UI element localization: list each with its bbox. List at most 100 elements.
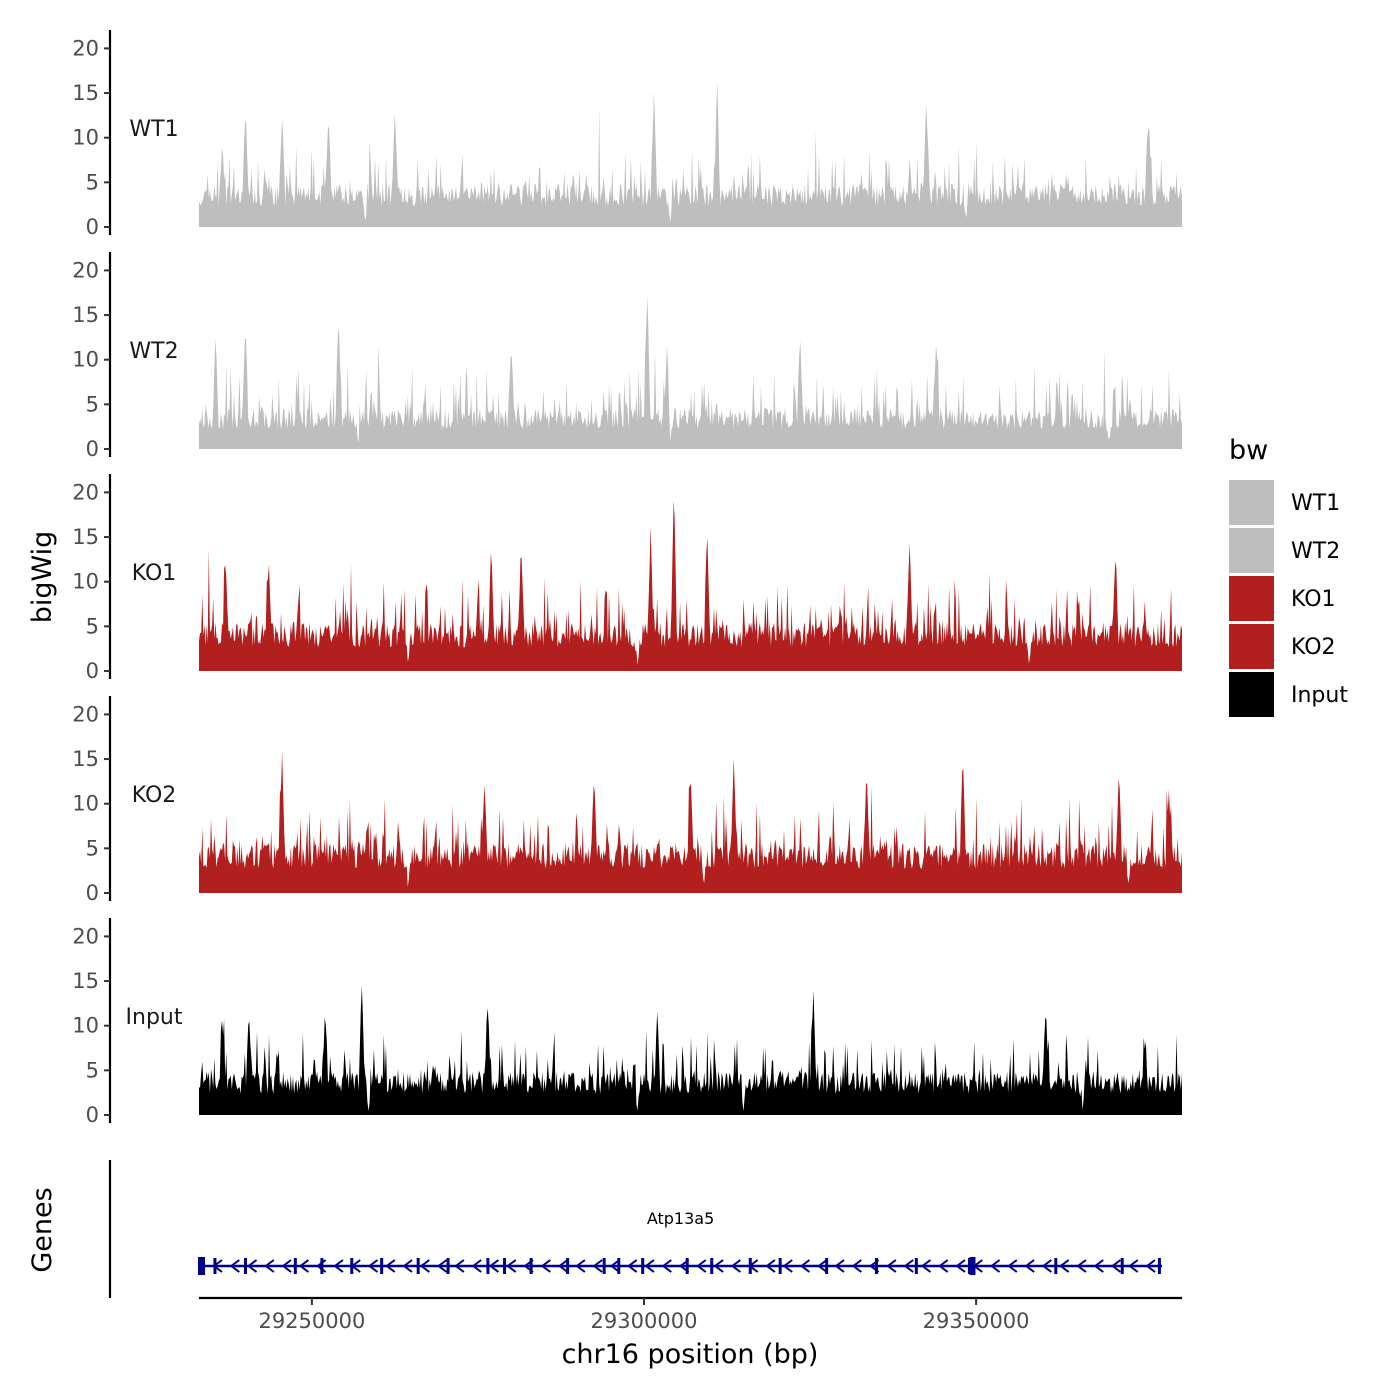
signal-area-wt2 bbox=[199, 296, 1182, 449]
strand-arrow bbox=[333, 1259, 344, 1273]
y-tick-label: 10 bbox=[72, 126, 99, 150]
genes-track-label: Genes bbox=[27, 1187, 58, 1272]
strand-arrow bbox=[385, 1259, 396, 1273]
panel-input: 0 5 10 15 20 Input bbox=[72, 918, 1182, 1127]
strand-arrow bbox=[817, 1259, 828, 1273]
x-tick-label: 29250000 bbox=[258, 1309, 365, 1333]
strand-arrow bbox=[938, 1259, 949, 1273]
track-label-wt2: WT2 bbox=[129, 339, 178, 364]
strand-arrow bbox=[1128, 1259, 1139, 1273]
panel-ko1: 0 5 10 15 20 KO1 bbox=[72, 474, 1182, 683]
strand-arrow bbox=[609, 1259, 621, 1273]
y-tick-label: 0 bbox=[86, 437, 99, 461]
strand-arrow bbox=[1024, 1259, 1035, 1273]
panel-wt2: 0 5 10 15 20 WT2 bbox=[72, 252, 1182, 461]
y-tick-label: 0 bbox=[86, 215, 99, 239]
strand-arrow bbox=[246, 1259, 258, 1273]
gene-name-label: Atp13a5 bbox=[647, 1209, 714, 1228]
strand-arrow bbox=[903, 1259, 914, 1273]
strand-arrow bbox=[402, 1259, 413, 1273]
gene-exon bbox=[641, 1258, 645, 1274]
strand-arrow bbox=[972, 1259, 983, 1273]
gene-exon bbox=[1120, 1258, 1124, 1274]
gene-exon bbox=[825, 1258, 829, 1274]
track-label-ko2: KO2 bbox=[132, 783, 177, 808]
strand-arrow bbox=[696, 1259, 707, 1273]
gene-exon bbox=[874, 1258, 878, 1274]
genes-track: Genes Atp13a5 bbox=[27, 1160, 1163, 1298]
panel-wt1: 0 5 10 15 20 WT1 bbox=[72, 30, 1182, 239]
gene-exon bbox=[529, 1258, 533, 1274]
strand-arrow bbox=[782, 1259, 793, 1273]
strand-arrow bbox=[454, 1259, 465, 1273]
strand-arrow bbox=[1145, 1259, 1156, 1273]
strand-arrow bbox=[350, 1259, 361, 1273]
panel-ko2: 0 5 10 15 20 KO2 bbox=[72, 696, 1182, 905]
y-tick-label: 10 bbox=[72, 570, 99, 594]
y-tick-label: 15 bbox=[72, 303, 99, 327]
legend-key-wt2 bbox=[1229, 528, 1274, 573]
y-tick-label: 20 bbox=[72, 36, 99, 60]
track-label-ko1: KO1 bbox=[132, 561, 177, 586]
y-tick-label: 15 bbox=[72, 747, 99, 771]
y-tick-label: 5 bbox=[86, 836, 99, 860]
strand-arrow bbox=[592, 1259, 603, 1273]
strand-arrow bbox=[799, 1259, 811, 1273]
gene-exon bbox=[685, 1258, 689, 1274]
strand-arrow bbox=[1110, 1259, 1122, 1273]
legend-title: bw bbox=[1229, 435, 1268, 466]
strand-arrow bbox=[661, 1259, 672, 1273]
strand-arrow bbox=[955, 1259, 966, 1273]
strand-arrow bbox=[1093, 1259, 1104, 1273]
y-tick-label: 5 bbox=[86, 614, 99, 638]
gene-exon bbox=[778, 1258, 782, 1274]
y-tick-label: 0 bbox=[86, 659, 99, 683]
x-axis: 29250000 29300000 29350000 bbox=[199, 1296, 1182, 1333]
gene-exon-end bbox=[198, 1257, 205, 1275]
strand-arrow bbox=[436, 1259, 448, 1273]
strand-arrow bbox=[627, 1259, 638, 1273]
gene-exon bbox=[617, 1258, 621, 1274]
strand-arrow bbox=[264, 1259, 275, 1273]
gene-exon bbox=[486, 1258, 490, 1274]
strand-arrow bbox=[1041, 1259, 1052, 1273]
strand-arrow bbox=[229, 1259, 240, 1273]
signal-area-ko2 bbox=[199, 751, 1182, 893]
y-tick-label: 15 bbox=[72, 81, 99, 105]
strand-arrow bbox=[367, 1259, 379, 1273]
y-tick-label: 5 bbox=[86, 1058, 99, 1082]
strand-arrow bbox=[747, 1259, 759, 1273]
strand-arrow bbox=[1007, 1259, 1018, 1273]
strand-arrow bbox=[523, 1259, 534, 1273]
strand-arrow bbox=[851, 1259, 862, 1273]
strand-arrow bbox=[557, 1259, 569, 1273]
legend-label-input: Input bbox=[1291, 683, 1348, 708]
legend-key-wt1 bbox=[1229, 480, 1274, 525]
y-tick-label: 10 bbox=[72, 1014, 99, 1038]
y-tick-label: 10 bbox=[72, 792, 99, 816]
y-tick-label: 20 bbox=[72, 924, 99, 948]
y-tick-label: 15 bbox=[72, 525, 99, 549]
legend-label-wt1: WT1 bbox=[1291, 491, 1340, 516]
gene-exon bbox=[416, 1258, 420, 1274]
y-tick-label: 0 bbox=[86, 1103, 99, 1127]
gene-exon bbox=[710, 1258, 714, 1274]
strand-arrow bbox=[644, 1259, 655, 1273]
strand-arrow bbox=[1076, 1259, 1087, 1273]
strand-arrow bbox=[575, 1259, 586, 1273]
legend-key-input bbox=[1229, 672, 1274, 717]
strand-arrow bbox=[540, 1259, 551, 1273]
gene-exon bbox=[503, 1258, 507, 1274]
strand-arrow bbox=[1059, 1259, 1070, 1273]
legend: bw WT1 WT2 KO1 KO2 Input bbox=[1229, 435, 1348, 717]
bigwig-panels: 0 5 10 15 20 WT1 0 5 10 15 20 WT2 0 5 10 15 20 KO1 0 5 10 15 2… bbox=[72, 30, 1182, 1127]
signal-area-wt1 bbox=[199, 81, 1182, 227]
legend-label-ko1: KO1 bbox=[1291, 587, 1336, 612]
gene-exon bbox=[602, 1258, 606, 1274]
strand-arrow bbox=[678, 1259, 690, 1273]
strand-arrow bbox=[886, 1259, 897, 1273]
y-tick-label: 20 bbox=[72, 258, 99, 282]
gene-exon bbox=[566, 1258, 570, 1274]
legend-key-ko2 bbox=[1229, 624, 1274, 669]
strand-arrow bbox=[713, 1259, 724, 1273]
